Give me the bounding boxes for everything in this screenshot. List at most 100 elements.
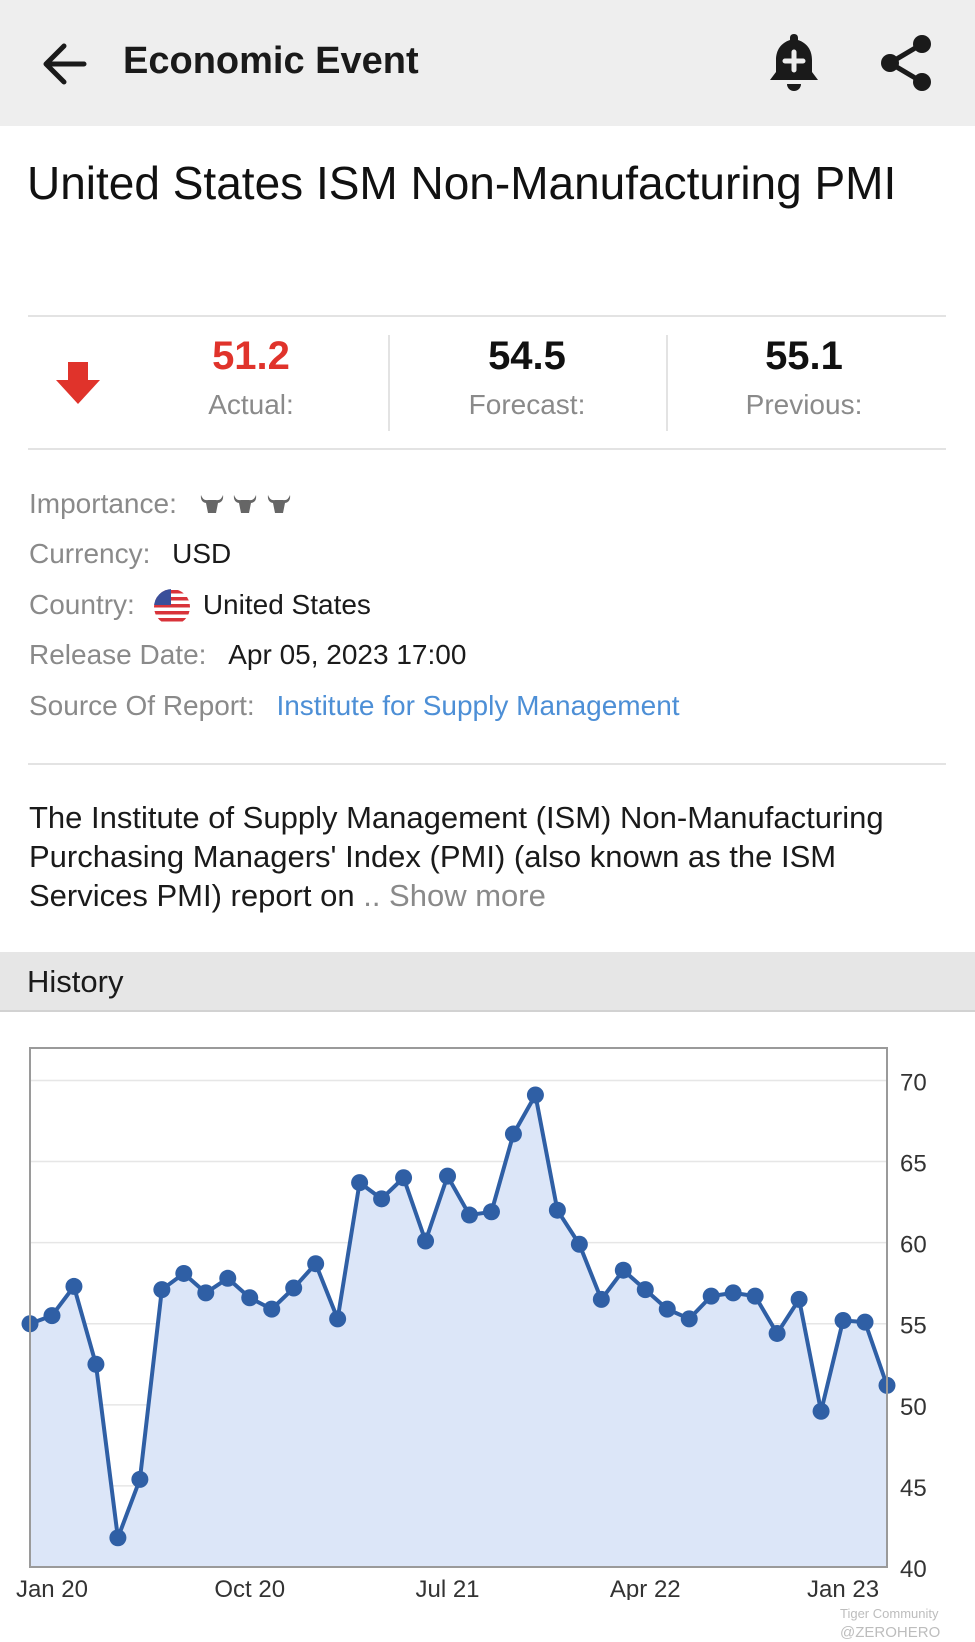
data-point <box>460 1206 478 1224</box>
stat-divider <box>666 335 668 431</box>
data-point <box>241 1289 259 1307</box>
divider <box>28 448 946 450</box>
release-row: Release Date: Apr 05, 2023 17:00 <box>29 637 466 673</box>
data-point <box>329 1310 347 1328</box>
data-point <box>526 1086 544 1104</box>
watermark-community: Tiger Community <box>840 1606 939 1621</box>
us-flag-icon <box>153 588 190 625</box>
data-point <box>87 1355 105 1373</box>
y-tick-label: 70 <box>900 1069 927 1096</box>
x-tick-label: Oct 20 <box>214 1576 285 1600</box>
release-value: Apr 05, 2023 17:00 <box>228 639 467 670</box>
source-row: Source Of Report: Institute for Supply M… <box>29 688 680 724</box>
currency-row: Currency: USD <box>29 536 231 572</box>
x-tick-label: Jan 20 <box>16 1576 88 1600</box>
importance-row: Importance: <box>29 486 292 524</box>
previous-value: 55.1 <box>765 334 843 378</box>
y-tick-label: 45 <box>900 1475 927 1502</box>
data-point <box>417 1232 435 1250</box>
source-link[interactable]: Institute for Supply Management <box>276 690 680 721</box>
bull-icon <box>234 494 257 513</box>
data-point <box>680 1310 698 1328</box>
data-point <box>504 1125 522 1143</box>
x-tick-label: Jan 23 <box>807 1576 879 1600</box>
country-row: Country: United States <box>29 587 371 626</box>
country-label: Country: <box>29 589 135 620</box>
description-text: The Institute of Supply Management (ISM)… <box>29 800 884 913</box>
forecast-label: Forecast: <box>468 389 586 420</box>
data-point <box>746 1287 764 1305</box>
watermark: Tiger Community @ZEROHERO <box>840 1606 940 1642</box>
y-tick-label: 50 <box>900 1394 927 1421</box>
data-point <box>614 1261 632 1279</box>
importance-label: Importance: <box>29 488 177 519</box>
country-value: United States <box>202 589 371 620</box>
arrow-left-icon <box>43 43 87 85</box>
data-point <box>109 1529 127 1547</box>
y-tick-label: 60 <box>900 1232 927 1259</box>
back-button[interactable] <box>38 34 98 94</box>
share-button[interactable] <box>876 32 938 94</box>
data-point <box>219 1269 237 1287</box>
bull-icon <box>268 494 291 513</box>
series-line <box>29 1093 889 1540</box>
data-point <box>724 1284 742 1302</box>
previous-label: Previous: <box>745 389 863 420</box>
data-point <box>285 1279 303 1297</box>
add-alert-button[interactable] <box>762 30 826 96</box>
previous-stat: 55.1 Previous: <box>689 330 919 426</box>
data-point <box>373 1190 391 1208</box>
bell-plus-icon <box>770 34 818 91</box>
data-point <box>658 1300 676 1318</box>
series-area <box>30 1095 887 1567</box>
top-app-bar: Economic Event <box>0 0 975 126</box>
actual-value: 51.2 <box>212 334 290 378</box>
currency-label: Currency: <box>29 538 151 569</box>
data-point <box>263 1300 281 1318</box>
data-point <box>65 1277 83 1295</box>
data-point <box>856 1313 874 1331</box>
actual-label: Actual: <box>208 389 294 420</box>
data-point <box>197 1284 215 1302</box>
show-more-link[interactable]: .. Show more <box>363 878 546 913</box>
importance-rating <box>199 488 293 524</box>
data-point <box>592 1290 610 1308</box>
data-point <box>351 1174 369 1192</box>
y-tick-label: 40 <box>900 1556 927 1583</box>
history-section-header: History <box>0 952 975 1012</box>
forecast-stat: 54.5 Forecast: <box>412 330 642 426</box>
currency-value: USD <box>172 538 232 569</box>
data-point <box>702 1287 720 1305</box>
history-chart: 40 45 50 55 60 65 70 Jan 20 Oct 20 Jul 21 Apr 22 Ja… <box>16 1047 927 1600</box>
stat-divider <box>388 335 390 431</box>
bull-icon <box>200 494 223 513</box>
data-point <box>175 1264 193 1282</box>
data-point <box>395 1169 413 1187</box>
y-tick-label: 65 <box>900 1151 927 1178</box>
data-point <box>307 1255 325 1273</box>
data-point <box>812 1402 830 1420</box>
release-label: Release Date: <box>29 639 207 670</box>
x-tick-label: Apr 22 <box>610 1576 681 1600</box>
data-point <box>636 1281 654 1299</box>
data-point <box>548 1201 566 1219</box>
plot-frame <box>29 1047 888 1568</box>
event-description: The Institute of Supply Management (ISM)… <box>29 798 959 915</box>
forecast-value: 54.5 <box>488 334 566 378</box>
event-title: United States ISM Non-Manufacturing PMI <box>27 157 897 209</box>
data-point <box>131 1470 149 1488</box>
screen-title: Economic Event <box>123 40 419 82</box>
data-point <box>834 1311 852 1329</box>
watermark-handle: @ZEROHERO <box>840 1624 941 1641</box>
y-tick-label: 55 <box>900 1313 927 1340</box>
data-point <box>790 1290 808 1308</box>
x-tick-label: Jul 21 <box>415 1576 479 1600</box>
share-icon <box>881 35 931 91</box>
data-point <box>768 1324 786 1342</box>
data-point <box>570 1235 588 1253</box>
divider <box>28 315 946 317</box>
history-title: History <box>27 964 124 999</box>
data-point <box>482 1203 500 1221</box>
arrow-down-icon <box>54 362 102 406</box>
actual-stat: 51.2 Actual: <box>136 330 366 426</box>
